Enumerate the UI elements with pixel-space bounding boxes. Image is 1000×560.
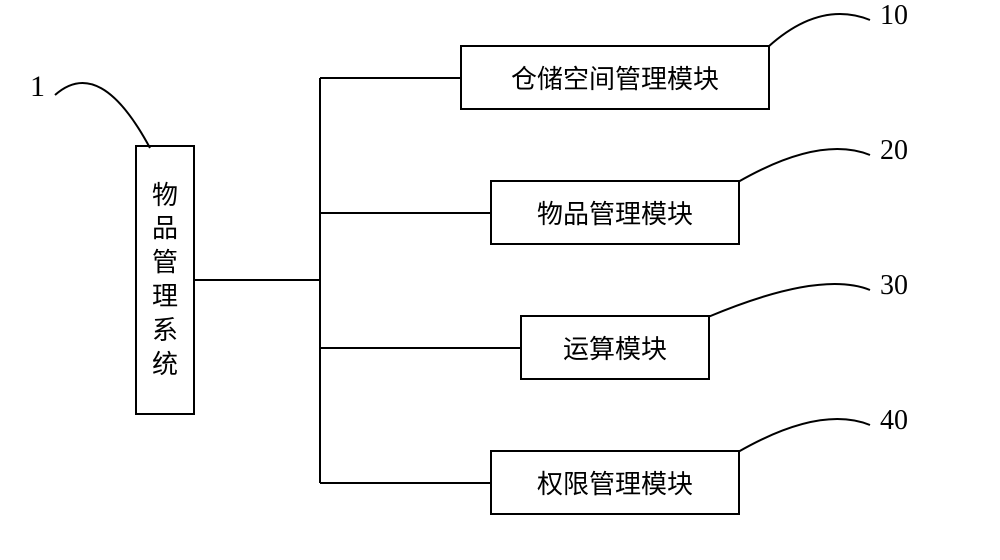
- module-label: 运算模块: [563, 329, 667, 366]
- root-char: 理: [152, 280, 178, 314]
- module-node-40: 权限管理模块: [490, 450, 740, 515]
- module-node-20: 物品管理模块: [490, 180, 740, 245]
- module-label: 物品管理模块: [537, 194, 693, 231]
- ref-number-root: 1: [30, 70, 45, 104]
- ref-number-20: 20: [880, 135, 908, 167]
- module-label: 仓储空间管理模块: [511, 59, 719, 96]
- root-char: 品: [152, 212, 178, 246]
- root-node: 物 品 管 理 系 统: [135, 145, 195, 415]
- diagram-canvas: 物 品 管 理 系 统 仓储空间管理模块 物品管理模块 运算模块 权限管理模块: [0, 0, 1000, 560]
- root-char: 系: [152, 314, 178, 348]
- module-node-10: 仓储空间管理模块: [460, 45, 770, 110]
- ref-number-10: 10: [880, 0, 908, 32]
- module-label: 权限管理模块: [537, 464, 693, 501]
- root-char: 管: [152, 246, 178, 280]
- ref-number-30: 30: [880, 270, 908, 302]
- module-node-30: 运算模块: [520, 315, 710, 380]
- root-char: 统: [152, 348, 178, 382]
- root-char: 物: [152, 179, 178, 213]
- ref-number-40: 40: [880, 405, 908, 437]
